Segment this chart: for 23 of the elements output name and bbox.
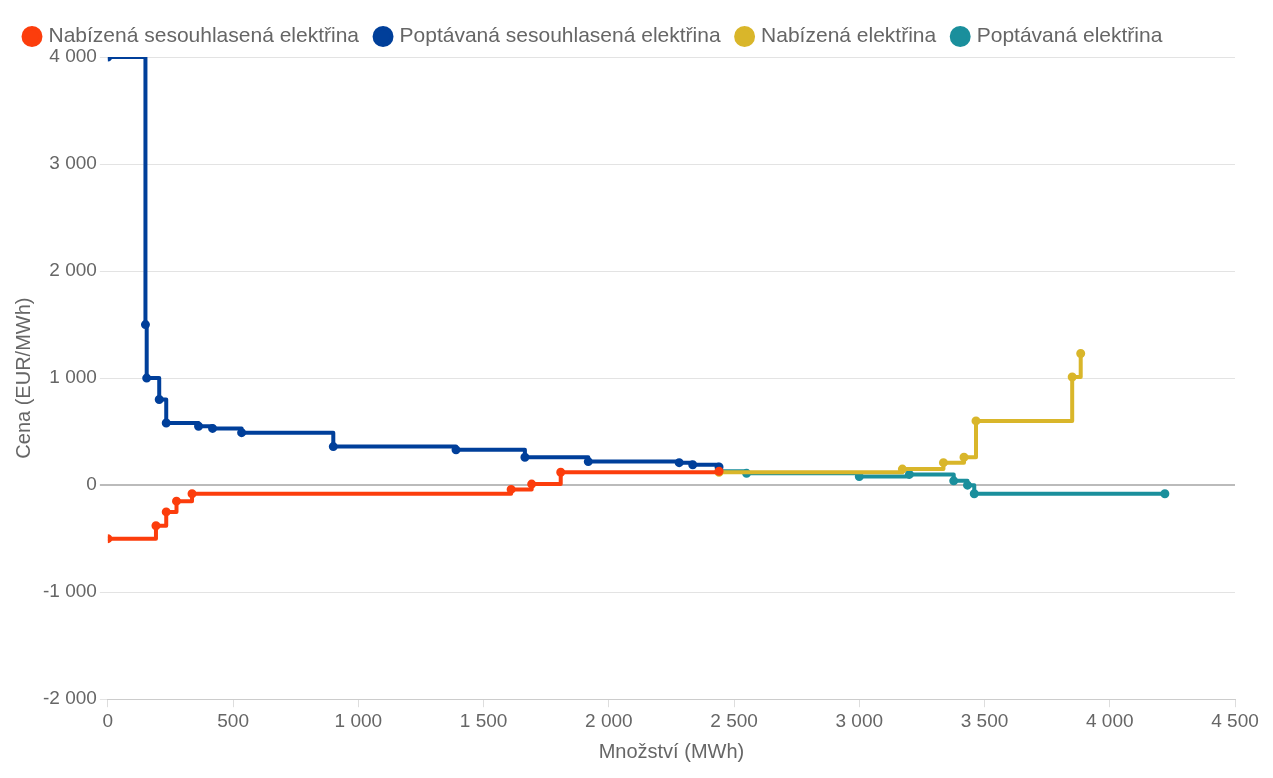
y-axis-title: Cena (EUR/MWh) [11, 297, 34, 459]
y-tick-label: -1 000 [43, 580, 97, 602]
y-tick-label: 3 000 [49, 152, 97, 174]
x-axis-title: Množství (MWh) [598, 739, 745, 762]
x-tick-label: 3 000 [835, 709, 884, 731]
x-tick-label: 4 000 [1085, 709, 1134, 731]
y-tick-label: 4 000 [49, 45, 97, 67]
x-tick-label: 1 000 [334, 709, 383, 731]
y-tick-label: 2 000 [49, 259, 97, 281]
x-tick-label: 4 500 [1211, 709, 1259, 731]
x-tick-label: 2 000 [585, 709, 633, 731]
x-tick-label: 0 [102, 709, 114, 731]
legend-label: Nabízená elektřina [761, 23, 937, 47]
y-tick-label: -2 000 [43, 687, 97, 709]
x-tick-label: 3 500 [960, 709, 1009, 731]
legend-label: Poptávaná sesouhlasená elektřina [399, 23, 721, 47]
x-tick-label: 500 [217, 709, 249, 731]
y-tick-label: 1 000 [49, 366, 97, 388]
x-tick-label: 2 500 [710, 709, 758, 731]
legend-label: Poptávaná elektřina [976, 23, 1163, 47]
x-tick-label: 1 500 [459, 709, 508, 731]
y-tick-label: 0 [86, 473, 97, 495]
legend-label: Nabízená sesouhlasená elektřina [48, 23, 360, 47]
